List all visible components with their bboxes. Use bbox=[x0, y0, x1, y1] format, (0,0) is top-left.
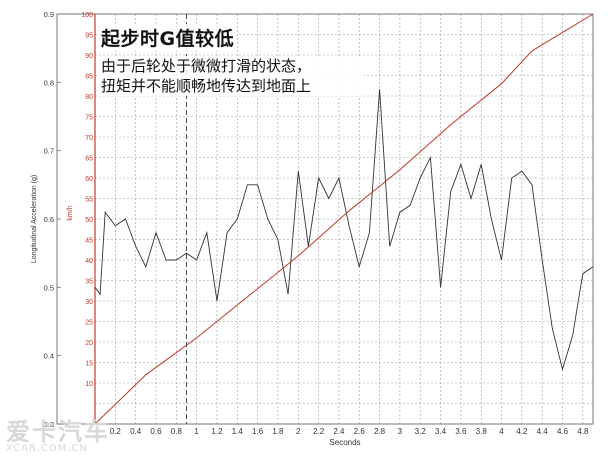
y-right-tick-label: 95 bbox=[85, 33, 93, 40]
x-tick-label: 0.8 bbox=[171, 427, 183, 436]
x-tick-label: 0.4 bbox=[130, 427, 142, 436]
y-right-tick-label: 45 bbox=[85, 238, 93, 245]
y-right-tick-label: 70 bbox=[85, 135, 93, 142]
y-right-tick-label: 75 bbox=[85, 115, 93, 122]
x-tick-label: 0.2 bbox=[110, 427, 122, 436]
x-tick-label: 3.2 bbox=[415, 427, 427, 436]
x-axis-label: Seconds bbox=[329, 438, 360, 447]
x-tick-label: 1.6 bbox=[252, 427, 264, 436]
overlay-line-1: 由于后轮处于微微打滑的状态， bbox=[101, 57, 312, 75]
y-axis-right-label: km/h bbox=[67, 205, 74, 220]
x-tick-label: 2.8 bbox=[374, 427, 386, 436]
y-right-tick-label: 85 bbox=[85, 74, 93, 81]
overlay-line-2: 扭矩并不能顺畅地传达到地面上 bbox=[101, 77, 312, 95]
x-tick-label: 2.6 bbox=[354, 427, 366, 436]
y-right-tick-label: 65 bbox=[85, 156, 93, 163]
y-left-tick-label: 0.8 bbox=[44, 78, 54, 87]
x-tick-label: 3.6 bbox=[455, 427, 467, 436]
y-right-tick-label: 15 bbox=[85, 361, 93, 368]
y-right-tick-label: 30 bbox=[85, 299, 93, 306]
y-left-tick-label: 0.5 bbox=[44, 283, 54, 292]
x-tick-label: 3.8 bbox=[476, 427, 488, 436]
y-right-tick-label: 10 bbox=[85, 381, 93, 388]
watermark-sub: XCAR.COM.CN bbox=[6, 443, 88, 454]
speed-series bbox=[94, 13, 594, 425]
y-right-tick-label: 50 bbox=[85, 217, 93, 224]
x-tick-label: 4.6 bbox=[557, 427, 569, 436]
y-left-tick-label: 0.7 bbox=[44, 147, 54, 156]
x-tick-label: 4.8 bbox=[577, 427, 589, 436]
x-tick-label: 1 bbox=[194, 427, 199, 436]
x-tick-label: 1.8 bbox=[272, 427, 284, 436]
y-right-tick-label: 100 bbox=[81, 12, 93, 19]
watermark-main: 爱卡汽车 bbox=[6, 418, 110, 446]
y-left-tick-label: 0.6 bbox=[44, 215, 54, 224]
x-tick-label: 2.2 bbox=[313, 427, 325, 436]
y-right-tick-label: 25 bbox=[85, 320, 93, 327]
y-right-tick-label: 20 bbox=[85, 340, 93, 347]
x-tick-label: 1.4 bbox=[232, 427, 244, 436]
tick-labels: 0.2 0.4 0.6 0.8 1 1.2 1.4 1.6 1.8 2 2.2 2.4 2.6 2.8 3 3… bbox=[44, 10, 589, 436]
y-axis-left-label: Longitudinal Acceleration (g) bbox=[31, 175, 38, 263]
x-tick-label: 4.4 bbox=[537, 427, 549, 436]
y-right-tick-label: 80 bbox=[85, 94, 93, 101]
overlay-caption: 由于后轮处于微微打滑的状态， 扭矩并不能顺畅地传达到地面上 bbox=[98, 56, 364, 96]
watermark-logo: 爱卡汽车 XCAR.COM.CN bbox=[6, 412, 110, 454]
y-right-tick-label: 55 bbox=[85, 197, 93, 204]
acceleration-series bbox=[94, 89, 594, 372]
y-left-tick-label: 0.4 bbox=[44, 352, 54, 361]
x-tick-label: 2.4 bbox=[333, 427, 345, 436]
overlay-title: 起步时G值较低 bbox=[98, 24, 238, 51]
y-left-tick-label: 0.3 bbox=[44, 420, 54, 429]
y-right-tick-label: 35 bbox=[85, 279, 93, 286]
x-tick-label: 0.6 bbox=[150, 427, 162, 436]
y-left-tick-label: 0.9 bbox=[44, 10, 54, 19]
y-right-tick-label: 60 bbox=[85, 176, 93, 183]
y-right-tick-label: 40 bbox=[85, 258, 93, 265]
x-tick-label: 4.2 bbox=[516, 427, 528, 436]
x-tick-label: 3 bbox=[398, 427, 403, 436]
y-right-tick-label: 90 bbox=[85, 53, 93, 60]
x-tick-label: 1.2 bbox=[211, 427, 223, 436]
x-tick-label: 2 bbox=[296, 427, 301, 436]
x-tick-label: 3.4 bbox=[435, 427, 447, 436]
x-tick-label: 4 bbox=[499, 427, 504, 436]
